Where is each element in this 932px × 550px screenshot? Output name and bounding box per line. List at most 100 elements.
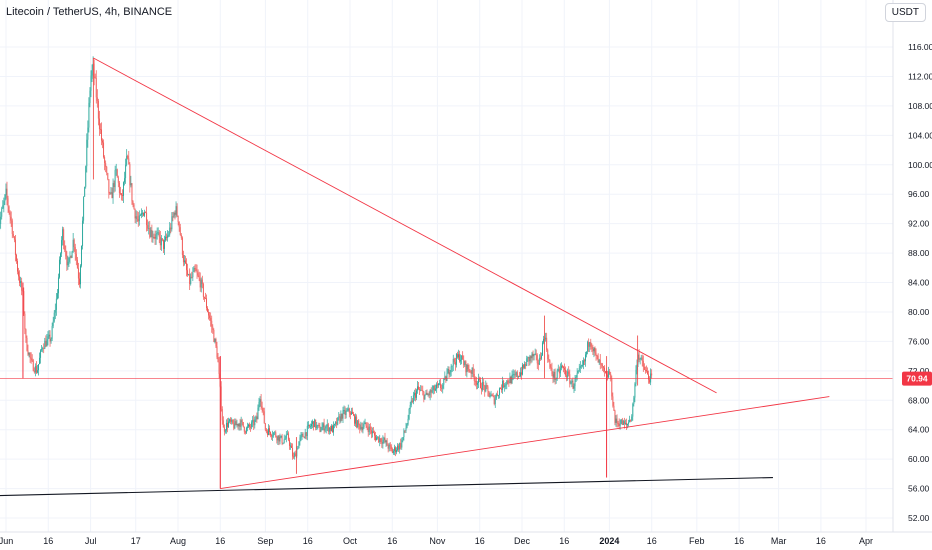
candle-body — [355, 416, 357, 424]
candle-body — [534, 353, 536, 355]
candle-body — [338, 416, 340, 418]
y-tick-label: 108.00 — [908, 101, 932, 111]
candle-body — [634, 383, 636, 398]
candle-body — [110, 192, 112, 194]
candle-body — [77, 268, 79, 279]
candle-body — [588, 342, 590, 347]
candle-body — [609, 371, 611, 375]
candle-body — [159, 236, 161, 246]
candle-body — [294, 453, 296, 458]
candle-body — [115, 169, 117, 171]
candle-body — [531, 353, 533, 359]
candle-body — [248, 424, 249, 427]
candle-body — [517, 376, 519, 377]
candle-body — [259, 399, 261, 402]
candle-body — [20, 281, 22, 284]
candle-body — [103, 142, 105, 158]
candle-body — [473, 374, 475, 381]
candle-body — [156, 233, 158, 235]
candle-body — [592, 348, 594, 352]
candle-body — [453, 358, 455, 363]
candle-body — [470, 371, 472, 374]
candle-body — [253, 419, 255, 426]
candle-body — [587, 342, 589, 352]
candle-body — [486, 385, 488, 387]
last-price-label: 70.94 — [906, 374, 928, 384]
candle-body — [112, 183, 114, 199]
candle-body — [25, 329, 27, 338]
candle-body — [339, 416, 341, 422]
candle-body — [518, 376, 520, 377]
candle-body — [19, 276, 21, 284]
candle-body — [566, 375, 568, 378]
candle-body — [459, 354, 460, 362]
candle-body — [650, 373, 652, 383]
candle-body — [437, 384, 438, 386]
candle-body — [293, 456, 295, 458]
candle-body — [568, 371, 570, 375]
candle-body — [251, 422, 253, 428]
candle-body — [28, 352, 30, 355]
candle-body — [122, 195, 123, 197]
candle-body — [551, 368, 553, 375]
candle-body — [570, 382, 572, 384]
trendline-lower-support — [220, 396, 830, 490]
candle-body — [275, 432, 277, 437]
candle-body — [494, 398, 496, 405]
candle-body — [155, 234, 157, 239]
candle-body — [323, 423, 325, 431]
candle-body — [85, 166, 87, 187]
candle-body — [316, 425, 318, 428]
candle-body — [243, 426, 245, 432]
candle-body — [191, 276, 193, 278]
candle-body — [117, 177, 119, 183]
candle-body — [189, 274, 191, 284]
candle-body — [68, 257, 70, 262]
candle-body — [298, 441, 300, 449]
candle-body — [387, 445, 389, 449]
candle-body — [308, 424, 310, 427]
candle-body — [576, 373, 578, 378]
candle-body — [620, 419, 622, 424]
candle-body — [1, 208, 3, 217]
y-tick-label: 104.00 — [908, 130, 932, 140]
y-tick-label: 52.00 — [908, 513, 930, 523]
candle-body — [333, 425, 334, 433]
candle-body — [367, 427, 369, 433]
candle-body — [419, 389, 421, 391]
candle-body — [341, 413, 343, 419]
candle-body — [129, 164, 131, 186]
candle-body — [171, 216, 173, 230]
candle-body — [361, 426, 363, 431]
candle-body — [265, 429, 267, 432]
currency-button[interactable]: USDT — [884, 3, 926, 22]
candle-body — [39, 357, 40, 365]
candle-body — [164, 240, 165, 249]
candle-body — [369, 426, 371, 431]
candle-body — [132, 201, 134, 205]
candle-body — [263, 411, 265, 424]
candle-body — [416, 390, 417, 398]
candle-body — [70, 256, 72, 258]
candle-body — [276, 436, 278, 441]
candle-body — [148, 228, 150, 229]
candle-body — [0, 216, 2, 225]
candle-body — [501, 388, 502, 390]
candle-body — [262, 407, 264, 412]
candle-body — [165, 236, 166, 241]
candle-body — [607, 374, 609, 378]
candle-body — [564, 368, 565, 370]
candle-body — [521, 372, 522, 375]
candle-body — [75, 253, 77, 260]
candle-body — [624, 423, 626, 424]
candle-body — [50, 338, 52, 342]
time-axis[interactable]: Jun 16 Jul 17 Aug 16 Sep 16 Oct 16 Nov 16 Dec 16 2024 1… — [0, 531, 932, 546]
candle-body — [477, 378, 479, 383]
candle-body — [34, 366, 36, 373]
symbol-title: Litecoin / TetherUS, 4h, BINANCE — [6, 6, 173, 18]
candle-body — [237, 423, 239, 427]
candle-body — [464, 361, 466, 366]
candle-body — [370, 430, 372, 434]
price-axis[interactable]: 52.00 56.00 60.00 64.00 68.00 72.00 76.00 80.00… — [892, 0, 932, 532]
